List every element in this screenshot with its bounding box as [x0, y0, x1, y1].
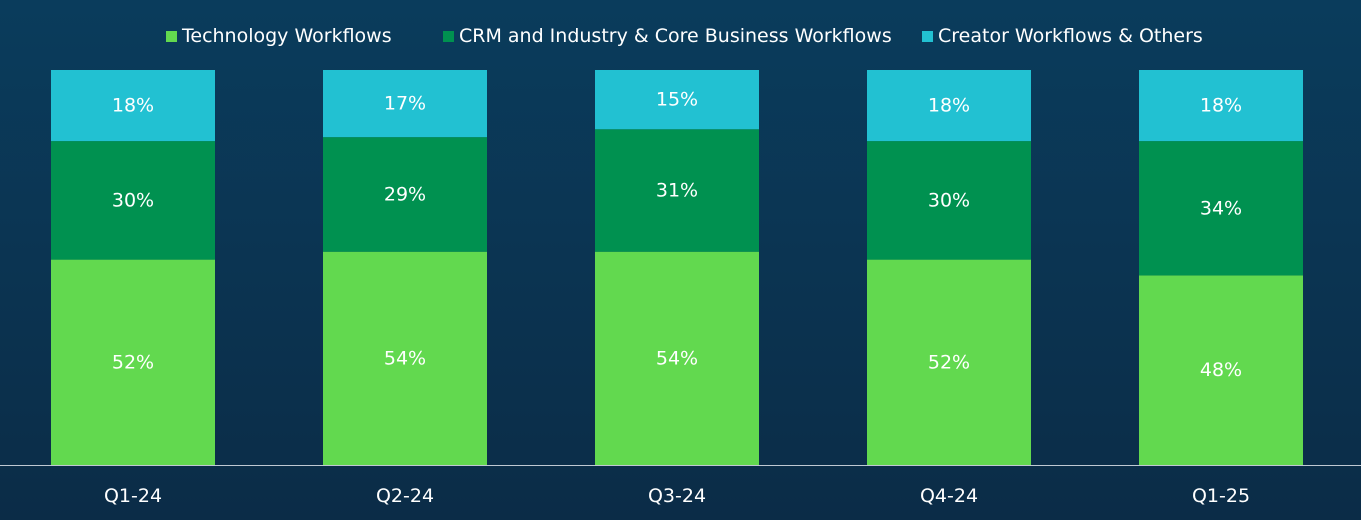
data-label-q3-24-crm-and-industry-core-business-workflows: 31% — [656, 179, 698, 201]
x-tick-label-q2-24: Q2-24 — [376, 485, 434, 507]
data-label-q4-24-creator-workflows-others: 18% — [928, 95, 970, 117]
bar-q4-24-crm-and-industry-core-business-workflows — [867, 141, 1031, 260]
data-label-q1-25-creator-workflows-others: 18% — [1200, 95, 1242, 117]
bar-q1-24-creator-workflows-others — [51, 70, 215, 142]
legend-item-creator: Creator Workflows & Others — [922, 25, 1203, 47]
data-label-q4-24-crm-and-industry-core-business-workflows: 30% — [928, 189, 970, 211]
bar-q2-24-technology-workflows — [323, 251, 487, 465]
data-label-q3-24-technology-workflows: 54% — [656, 347, 698, 369]
data-label-q1-24-crm-and-industry-core-business-workflows: 30% — [112, 189, 154, 211]
legend-label-creator: Creator Workflows & Others — [938, 25, 1203, 47]
legend-swatch-crm — [443, 30, 454, 42]
bar-q3-24-technology-workflows — [595, 251, 759, 465]
bar-q3-24-crm-and-industry-core-business-workflows — [595, 129, 759, 252]
x-tick-label-q3-24: Q3-24 — [648, 485, 706, 507]
x-tick-label-q1-25: Q1-25 — [1192, 485, 1250, 507]
bar-q1-24-technology-workflows — [51, 259, 215, 465]
bar-q1-25-creator-workflows-others — [1139, 70, 1303, 142]
bar-q4-24-creator-workflows-others — [867, 70, 1031, 142]
data-label-q2-24-crm-and-industry-core-business-workflows: 29% — [384, 183, 426, 205]
bar-q2-24-creator-workflows-others — [323, 70, 487, 138]
data-label-q4-24-technology-workflows: 52% — [928, 351, 970, 373]
bar-q1-24-crm-and-industry-core-business-workflows — [51, 141, 215, 260]
legend-swatch-creator — [922, 30, 933, 42]
bar-q1-25-crm-and-industry-core-business-workflows — [1139, 141, 1303, 276]
legend-label-crm: CRM and Industry & Core Business Workflo… — [459, 25, 892, 47]
bar-q3-24-creator-workflows-others — [595, 70, 759, 130]
legend-item-crm: CRM and Industry & Core Business Workflo… — [443, 25, 892, 47]
bar-q1-25-technology-workflows — [1139, 275, 1303, 465]
bar-q2-24-crm-and-industry-core-business-workflows — [323, 137, 487, 252]
legend-swatch-technology — [166, 30, 177, 42]
legend-label-technology: Technology Workflows — [182, 25, 392, 47]
data-label-q2-24-technology-workflows: 54% — [384, 347, 426, 369]
x-tick-label-q4-24: Q4-24 — [920, 485, 978, 507]
data-label-q1-25-crm-and-industry-core-business-workflows: 34% — [1200, 197, 1242, 219]
chart-legend: Technology Workflows CRM and Industry & … — [0, 25, 1361, 49]
legend-item-technology: Technology Workflows — [166, 25, 392, 47]
data-label-q1-25-technology-workflows: 48% — [1200, 359, 1242, 381]
data-label-q3-24-creator-workflows-others: 15% — [656, 89, 698, 111]
x-tick-label-q1-24: Q1-24 — [104, 485, 162, 507]
data-label-q1-24-creator-workflows-others: 18% — [112, 95, 154, 117]
bar-q4-24-technology-workflows — [867, 259, 1031, 465]
data-label-q1-24-technology-workflows: 52% — [112, 351, 154, 373]
data-label-q2-24-creator-workflows-others: 17% — [384, 93, 426, 115]
